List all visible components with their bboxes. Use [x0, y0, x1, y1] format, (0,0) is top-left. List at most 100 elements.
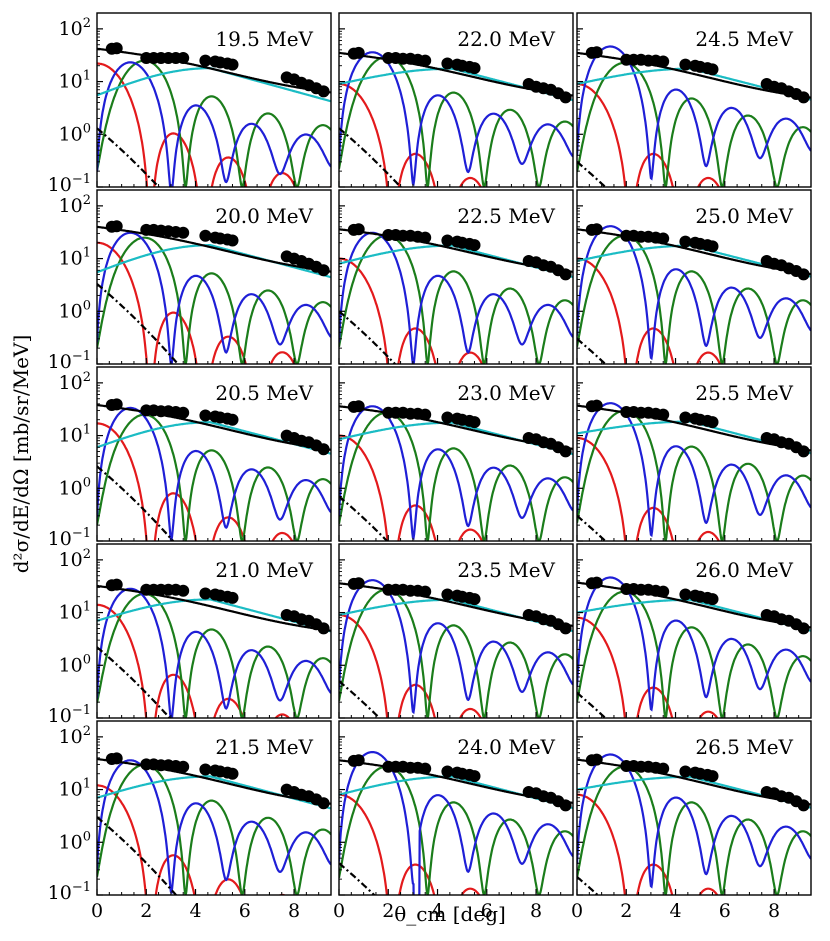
panel-plot-area: [339, 223, 573, 364]
data-point: [468, 593, 481, 606]
panel-energy-label: 20.0 MeV: [215, 204, 313, 228]
y-tick-label: 101: [59, 69, 91, 93]
panel-plot-area: [339, 400, 573, 541]
l0-curve: [97, 603, 291, 718]
y-tick-exponent: 1: [83, 600, 91, 615]
data-point: [590, 576, 603, 589]
y-tick-exponent: 0: [83, 829, 91, 844]
y-tick-label: 102: [59, 547, 91, 571]
y-tick-label: 10−1: [48, 880, 91, 904]
y-tick-exponent: 2: [83, 193, 91, 208]
data-point: [797, 622, 810, 635]
l1-curve: [97, 231, 331, 364]
data-point: [657, 585, 670, 598]
y-tick-label: 101: [59, 600, 91, 624]
y-tick-exponent: 0: [83, 475, 91, 490]
panel-plot-area: [339, 751, 573, 895]
panel-energy-label: 23.0 MeV: [457, 381, 555, 405]
data-point: [419, 408, 432, 421]
l2-curve: [577, 765, 811, 895]
data-point: [679, 411, 692, 424]
y-tick-exponent: 1: [83, 69, 91, 84]
data-point: [199, 54, 212, 67]
panel-frame: [338, 366, 574, 542]
data-point: [706, 416, 719, 429]
x-tick-label: 6: [481, 900, 493, 922]
data-point: [317, 622, 330, 635]
data-point: [679, 765, 692, 778]
panel-frame: [576, 366, 812, 542]
l1-curve: [339, 751, 573, 895]
l0-curve: [577, 257, 722, 364]
l1-curve: [577, 753, 811, 889]
panel-frame: [96, 720, 332, 896]
l2-curve: [339, 765, 573, 895]
panel-frame: [338, 189, 574, 365]
y-tick-label: 102: [59, 724, 91, 748]
panel-frame: [338, 543, 574, 719]
l0-curve: [97, 241, 296, 364]
data-point: [177, 226, 190, 239]
panel-frame: [96, 366, 332, 542]
data-point: [797, 268, 810, 281]
data-point: [797, 445, 810, 458]
l2-curve: [97, 236, 331, 364]
data-point: [441, 765, 454, 778]
panel-energy-label: 23.5 MeV: [457, 558, 555, 582]
l2-curve: [339, 411, 573, 541]
data-point: [352, 400, 365, 413]
l1-curve: [97, 61, 331, 187]
l0-curve: [577, 616, 719, 718]
l2-curve: [577, 234, 811, 364]
y-tick-exponent: 1: [83, 777, 91, 792]
x-tick-label: 4: [189, 900, 201, 922]
panel-plot-area: [577, 223, 811, 364]
l1-curve: [97, 759, 331, 895]
panel-energy-label: 22.5 MeV: [457, 204, 555, 228]
data-point: [590, 399, 603, 412]
data-point: [226, 591, 239, 604]
panel-plot-area: [577, 399, 811, 541]
l2-curve: [97, 763, 331, 895]
data-point: [706, 770, 719, 783]
l0-curve: [339, 793, 481, 895]
y-tick-exponent: −1: [72, 703, 91, 718]
y-tick-exponent: 2: [83, 370, 91, 385]
data-point: [226, 767, 239, 780]
l1-curve: [577, 402, 811, 538]
data-point: [110, 398, 123, 411]
x-tick-label: 2: [140, 900, 152, 922]
data-point: [317, 264, 330, 277]
data-point: [110, 578, 123, 591]
panel-frame: [576, 720, 812, 896]
panel-energy-label: 26.0 MeV: [695, 558, 793, 582]
l1-curve: [577, 45, 811, 181]
panel-plot-area: [339, 46, 573, 187]
x-tick-label: 4: [669, 900, 681, 922]
data-point: [177, 760, 190, 773]
l0-curve: [577, 793, 719, 895]
panel: 22.0 MeV: [338, 12, 574, 188]
y-tick-exponent: 0: [83, 298, 91, 313]
data-point: [679, 588, 692, 601]
panel-plot-area: [577, 753, 811, 895]
data-point: [657, 232, 670, 245]
data-point: [679, 58, 692, 71]
x-tick-label: 6: [719, 900, 731, 922]
panel-frame: [338, 12, 574, 188]
y-tick-label: 100: [59, 298, 91, 322]
x-tick-label: 2: [620, 900, 632, 922]
y-tick-exponent: 2: [83, 16, 91, 31]
data-point: [177, 406, 190, 419]
data-point: [226, 413, 239, 426]
data-point: [199, 229, 212, 242]
total-curve: [97, 757, 331, 805]
l0-curve: [339, 257, 484, 364]
panel: 1 0 −1 100 101 102 21.0 MeV: [48, 543, 332, 727]
data-point: [706, 63, 719, 76]
panel-energy-label: 19.5 MeV: [215, 27, 313, 51]
total-curve: [97, 403, 331, 451]
data-point: [657, 408, 670, 421]
panel-frame: [96, 543, 332, 719]
